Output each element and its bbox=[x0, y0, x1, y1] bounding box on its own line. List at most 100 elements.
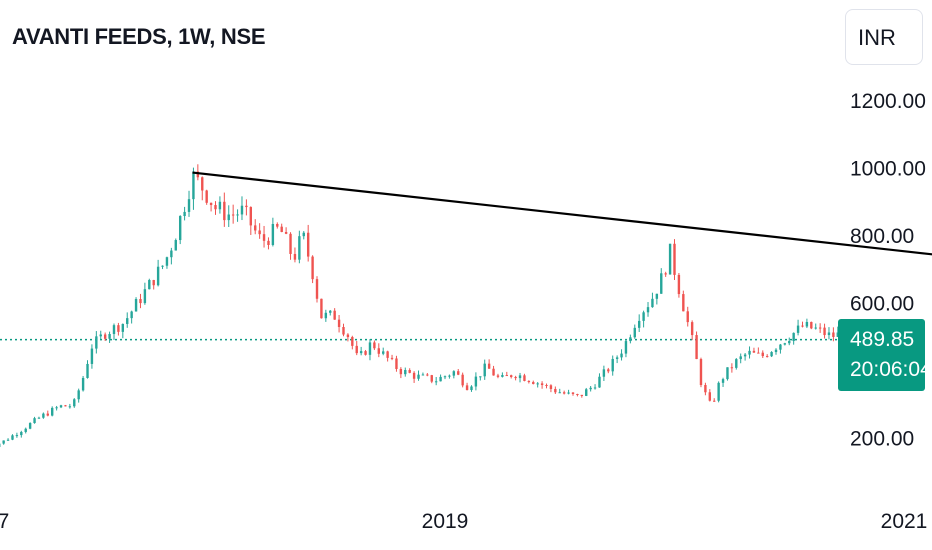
candle bbox=[126, 312, 129, 328]
candle bbox=[258, 223, 261, 239]
candle bbox=[620, 349, 623, 361]
candle bbox=[633, 324, 636, 339]
candle bbox=[395, 355, 398, 372]
candle bbox=[434, 377, 438, 386]
candle bbox=[501, 372, 504, 378]
candle bbox=[571, 392, 575, 396]
candle bbox=[95, 331, 98, 354]
candle bbox=[540, 381, 544, 389]
candle bbox=[170, 247, 173, 265]
candle bbox=[218, 196, 222, 214]
candle bbox=[134, 297, 138, 312]
candle bbox=[765, 354, 769, 358]
candle bbox=[836, 326, 839, 337]
candle bbox=[496, 373, 500, 379]
price-axis[interactable]: 1200.00 1000.00 800.00 600.00 200.00 bbox=[850, 90, 926, 451]
candle bbox=[117, 322, 120, 336]
candle bbox=[562, 390, 566, 395]
candle bbox=[46, 410, 49, 417]
candle bbox=[306, 224, 310, 262]
candle bbox=[6, 438, 10, 441]
candle bbox=[646, 302, 650, 317]
candle bbox=[408, 368, 411, 374]
candle bbox=[823, 323, 826, 339]
candle bbox=[183, 206, 186, 221]
candle bbox=[143, 282, 147, 305]
candle bbox=[593, 384, 597, 390]
x-tick-label: 2021 bbox=[881, 510, 928, 533]
candle bbox=[223, 192, 226, 227]
candle bbox=[201, 176, 204, 201]
candle bbox=[452, 370, 456, 379]
candle bbox=[483, 359, 486, 380]
candle bbox=[602, 365, 606, 382]
candle bbox=[655, 293, 659, 305]
candle bbox=[324, 309, 328, 322]
y-tick-label: 200.00 bbox=[850, 428, 914, 451]
candle bbox=[567, 389, 570, 395]
candle bbox=[187, 190, 191, 217]
candle bbox=[276, 222, 279, 229]
candle bbox=[598, 373, 601, 388]
candle bbox=[576, 393, 579, 397]
time-axis[interactable]: 2017201920212023 bbox=[0, 510, 932, 533]
candle bbox=[214, 201, 217, 215]
candle bbox=[810, 321, 813, 330]
candle bbox=[245, 199, 248, 216]
candle bbox=[774, 348, 778, 355]
candle bbox=[421, 372, 425, 376]
candle bbox=[112, 323, 116, 340]
candle bbox=[373, 340, 376, 351]
candle bbox=[796, 319, 800, 336]
candle bbox=[695, 331, 698, 360]
candle bbox=[668, 243, 672, 275]
candle bbox=[615, 355, 619, 364]
candle bbox=[337, 315, 341, 333]
candle bbox=[545, 383, 548, 389]
candle bbox=[24, 427, 27, 434]
candle bbox=[770, 351, 773, 358]
candle bbox=[311, 255, 314, 284]
candle bbox=[130, 310, 133, 324]
candle bbox=[827, 327, 831, 340]
currency-button[interactable]: INR bbox=[845, 9, 923, 65]
candle bbox=[161, 265, 164, 270]
candle bbox=[399, 367, 403, 379]
candle bbox=[690, 320, 694, 341]
candle bbox=[178, 215, 182, 245]
candle bbox=[580, 394, 584, 398]
candle bbox=[51, 406, 54, 417]
candle bbox=[293, 247, 297, 263]
trendline-mark[interactable] bbox=[192, 171, 932, 342]
candle bbox=[68, 403, 72, 409]
candle bbox=[721, 377, 725, 387]
candle bbox=[717, 381, 720, 403]
bar-countdown: 20:06:04 bbox=[850, 358, 932, 381]
candle bbox=[320, 298, 323, 319]
candle bbox=[470, 385, 473, 392]
candle bbox=[801, 321, 804, 328]
candle bbox=[417, 370, 420, 381]
candle bbox=[28, 422, 32, 430]
candle bbox=[386, 350, 389, 362]
candle bbox=[333, 308, 336, 320]
candle bbox=[832, 327, 835, 342]
candle bbox=[412, 371, 416, 383]
candle bbox=[805, 318, 809, 329]
candle bbox=[302, 231, 305, 240]
candle bbox=[443, 375, 447, 380]
candle bbox=[673, 239, 676, 280]
candle bbox=[448, 374, 451, 379]
candle bbox=[77, 388, 80, 403]
candle bbox=[465, 382, 469, 391]
candle bbox=[262, 225, 266, 248]
candle bbox=[231, 204, 235, 224]
candle bbox=[536, 382, 539, 388]
candle bbox=[121, 323, 125, 339]
trendline[interactable] bbox=[192, 171, 932, 342]
candle bbox=[487, 359, 491, 369]
candle bbox=[37, 416, 41, 419]
candle bbox=[699, 357, 703, 388]
candle bbox=[298, 230, 301, 264]
